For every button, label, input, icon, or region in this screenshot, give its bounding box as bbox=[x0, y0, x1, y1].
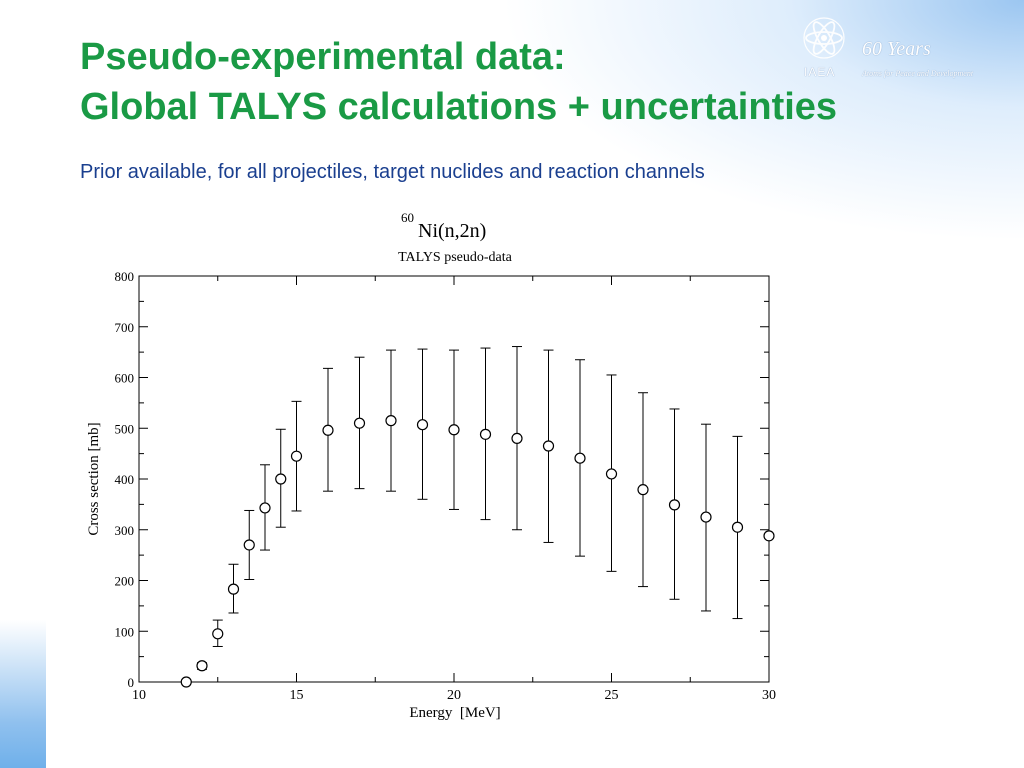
slide-title-line1: Pseudo-experimental data: bbox=[80, 36, 566, 78]
data-point bbox=[416, 419, 429, 431]
data-point bbox=[542, 440, 555, 452]
y-tick-label: 0 bbox=[128, 675, 135, 690]
logo-motto-text: Atoms for Peace and Development bbox=[862, 69, 974, 78]
data-point bbox=[385, 415, 397, 427]
data-point bbox=[353, 417, 366, 429]
data-point bbox=[668, 499, 681, 511]
data-point bbox=[243, 539, 255, 551]
slide-decoration-strip bbox=[0, 620, 46, 768]
iaea-logo: 60 Years IAEA Atoms for Peace and Develo… bbox=[800, 12, 1010, 82]
atom-emblem-icon bbox=[803, 17, 845, 59]
x-tick-label: 10 bbox=[132, 688, 146, 703]
y-tick-label: 200 bbox=[115, 574, 135, 589]
y-tick-label: 100 bbox=[115, 624, 135, 639]
y-tick-label: 500 bbox=[115, 421, 135, 436]
data-point bbox=[275, 473, 287, 485]
y-axis-label: Cross section [mb] bbox=[86, 422, 102, 535]
chart-title: Ni(n,2n) bbox=[418, 220, 486, 242]
data-point bbox=[511, 432, 523, 444]
chart-title-mass: 60 bbox=[401, 210, 414, 225]
data-point bbox=[290, 450, 303, 462]
y-tick-label: 400 bbox=[115, 472, 135, 487]
data-point bbox=[322, 424, 334, 436]
slide-title: Pseudo-experimental data: Global TALYS c… bbox=[80, 32, 837, 132]
data-point bbox=[731, 521, 744, 533]
chart-subtitle: TALYS pseudo-data bbox=[398, 250, 513, 265]
x-tick-label: 20 bbox=[447, 688, 461, 703]
x-tick-label: 25 bbox=[605, 688, 619, 703]
marks-layer bbox=[180, 346, 775, 688]
x-axis-label: Energy [MeV] bbox=[409, 705, 500, 721]
data-point bbox=[574, 452, 586, 464]
logo-org-text: IAEA bbox=[804, 65, 836, 79]
data-point bbox=[196, 660, 208, 672]
slide-subtitle: Prior available, for all projectiles, ta… bbox=[80, 161, 705, 183]
data-point bbox=[180, 676, 192, 688]
y-tick-label: 800 bbox=[115, 269, 135, 284]
x-tick-label: 30 bbox=[762, 688, 776, 703]
data-point bbox=[700, 511, 712, 523]
data-point bbox=[605, 468, 618, 480]
data-point bbox=[227, 583, 240, 595]
data-point bbox=[479, 428, 492, 440]
data-point bbox=[637, 484, 649, 496]
slide-title-line2: Global TALYS calculations + uncertaintie… bbox=[80, 86, 838, 128]
data-point bbox=[259, 502, 271, 514]
y-tick-label: 300 bbox=[115, 523, 135, 538]
y-tick-label: 600 bbox=[115, 371, 135, 386]
x-tick-label: 15 bbox=[290, 688, 304, 703]
data-point bbox=[212, 628, 224, 640]
y-tick-label: 700 bbox=[115, 320, 135, 335]
data-point bbox=[763, 530, 775, 542]
data-point bbox=[448, 424, 460, 436]
logo-years-text: 60 Years bbox=[862, 38, 931, 60]
